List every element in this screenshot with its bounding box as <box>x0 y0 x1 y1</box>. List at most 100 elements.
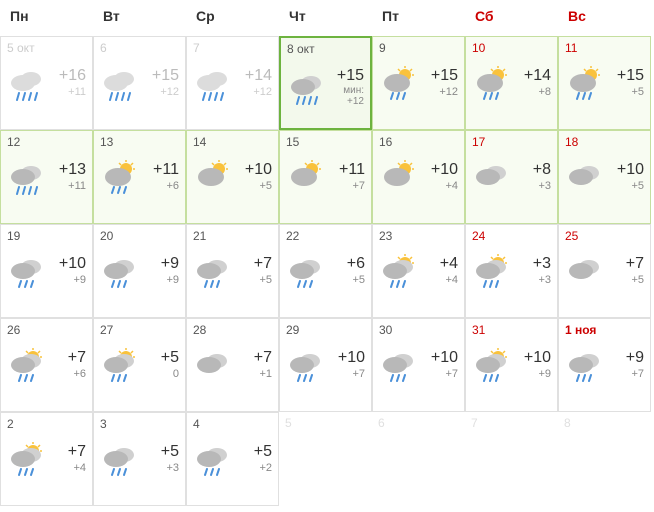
temp-low: +5 <box>259 179 272 193</box>
day-cell[interactable]: 5 окт +16+11 <box>0 36 93 130</box>
day-cell[interactable]: 21 +7+5 <box>186 224 279 318</box>
day-number: 22 <box>286 229 365 243</box>
weather-row: +10+9 <box>472 347 551 383</box>
calendar-grid: 5 окт +16+116 +15+127 +14+128 окт +15мин… <box>0 36 654 506</box>
weather-row: +7+6 <box>7 347 86 383</box>
day-cell: 6 <box>372 412 465 506</box>
day-cell[interactable]: 30 +10+7 <box>372 318 465 412</box>
weather-row: +3+3 <box>472 253 551 289</box>
weather-row: +10+7 <box>286 347 365 383</box>
day-cell[interactable]: 25+7+5 <box>558 224 651 318</box>
day-cell[interactable]: 1 ноя +9+7 <box>558 318 651 412</box>
day-number: 8 <box>564 416 571 430</box>
day-cell[interactable]: 24 +3+3 <box>465 224 558 318</box>
temp-low: +4 <box>445 273 458 287</box>
day-number: 2 <box>7 417 86 431</box>
weather-row: +10+9 <box>7 253 86 289</box>
day-number: 29 <box>286 323 365 337</box>
day-number: 18 <box>565 135 644 149</box>
day-cell[interactable]: 4 +5+2 <box>186 412 279 506</box>
temp-high: +11 <box>339 160 365 179</box>
day-cell[interactable]: 19 +10+9 <box>0 224 93 318</box>
day-cell[interactable]: 31 +10+9 <box>465 318 558 412</box>
day-cell[interactable]: 17+8+3 <box>465 130 558 224</box>
temp-high: +5 <box>161 442 179 461</box>
day-cell[interactable]: 2 +7+4 <box>0 412 93 506</box>
weekday-header: Чт <box>279 0 372 36</box>
day-cell[interactable]: 6 +15+12 <box>93 36 186 130</box>
temp-high: +15 <box>152 66 179 85</box>
rain-icon <box>193 441 229 477</box>
overcast-icon <box>565 159 601 195</box>
day-number: 12 <box>7 135 86 149</box>
temperature-column: +11+7 <box>326 160 365 193</box>
temp-low: +3 <box>538 273 551 287</box>
temp-high: +14 <box>524 66 551 85</box>
temp-high: +9 <box>626 348 644 367</box>
temp-low: +7 <box>352 367 365 381</box>
day-cell[interactable]: 23 +4+4 <box>372 224 465 318</box>
day-cell[interactable]: 29 +10+7 <box>279 318 372 412</box>
temp-high: +15 <box>431 66 458 85</box>
temp-low: +5 <box>352 273 365 287</box>
weather-row: +7+4 <box>7 441 86 477</box>
temp-high: +10 <box>617 160 644 179</box>
temp-low: 0 <box>173 367 179 381</box>
day-number: 7 <box>471 416 478 430</box>
sun-cloud-icon <box>286 159 322 195</box>
day-cell[interactable]: 26 +7+6 <box>0 318 93 412</box>
sun-cloud-icon <box>193 159 229 195</box>
day-cell[interactable]: 11 +15+5 <box>558 36 651 130</box>
temperature-column: +10+9 <box>512 348 551 381</box>
day-cell[interactable]: 28+7+1 <box>186 318 279 412</box>
temperature-column: +10+5 <box>605 160 644 193</box>
temperature-column: +13+11 <box>47 160 86 193</box>
day-cell[interactable]: 20 +9+9 <box>93 224 186 318</box>
temp-low: +6 <box>166 179 179 193</box>
weather-row: +15+12 <box>100 65 179 101</box>
temperature-column: +14+8 <box>512 66 551 99</box>
rain-icon <box>100 253 136 289</box>
day-cell[interactable]: 10 +14+8 <box>465 36 558 130</box>
day-cell[interactable]: 3 +5+3 <box>93 412 186 506</box>
day-number: 10 <box>472 41 551 55</box>
temperature-column: +16+11 <box>47 66 86 99</box>
temp-low: +4 <box>445 179 458 193</box>
rain-icon <box>565 347 601 383</box>
weather-calendar: ПнВтСрЧтПтСбВс 5 окт +16+116 +15+127 +14… <box>0 0 654 506</box>
day-number: 23 <box>379 229 458 243</box>
day-cell[interactable]: 16 +10+4 <box>372 130 465 224</box>
temperature-column: +9+7 <box>605 348 644 381</box>
rain-heavy-icon <box>100 65 136 101</box>
weather-row: +8+3 <box>472 159 551 195</box>
temp-high: +9 <box>161 254 179 273</box>
day-cell[interactable]: 13 +11+6 <box>93 130 186 224</box>
day-number: 9 <box>379 41 458 55</box>
temperature-column: +50 <box>140 348 179 381</box>
temperature-column: +9+9 <box>140 254 179 287</box>
weather-row: +10+5 <box>565 159 644 195</box>
day-cell[interactable]: 12 +13+11 <box>0 130 93 224</box>
temp-high: +3 <box>533 254 551 273</box>
temp-high: +7 <box>68 348 86 367</box>
temp-low: +8 <box>538 85 551 99</box>
day-cell[interactable]: 27 +50 <box>93 318 186 412</box>
temperature-column: +7+6 <box>47 348 86 381</box>
day-cell[interactable]: 9 +15+12 <box>372 36 465 130</box>
day-number: 5 окт <box>7 41 86 55</box>
temp-high: +16 <box>59 66 86 85</box>
day-cell[interactable]: 7 +14+12 <box>186 36 279 130</box>
day-number: 11 <box>565 41 644 55</box>
day-cell[interactable]: 8 окт +15мин: +12 <box>279 36 372 130</box>
day-cell[interactable]: 15 +11+7 <box>279 130 372 224</box>
temp-high: +5 <box>254 442 272 461</box>
day-cell[interactable]: 18 +10+5 <box>558 130 651 224</box>
rain-icon <box>286 253 322 289</box>
day-cell[interactable]: 22 +6+5 <box>279 224 372 318</box>
temperature-column: +10+7 <box>419 348 458 381</box>
cloud-sun-rain-icon <box>379 253 415 289</box>
weather-row: +14+8 <box>472 65 551 101</box>
temperature-column: +15мин: +12 <box>327 66 364 107</box>
sun-rain-icon <box>379 65 415 101</box>
day-cell[interactable]: 14 +10+5 <box>186 130 279 224</box>
